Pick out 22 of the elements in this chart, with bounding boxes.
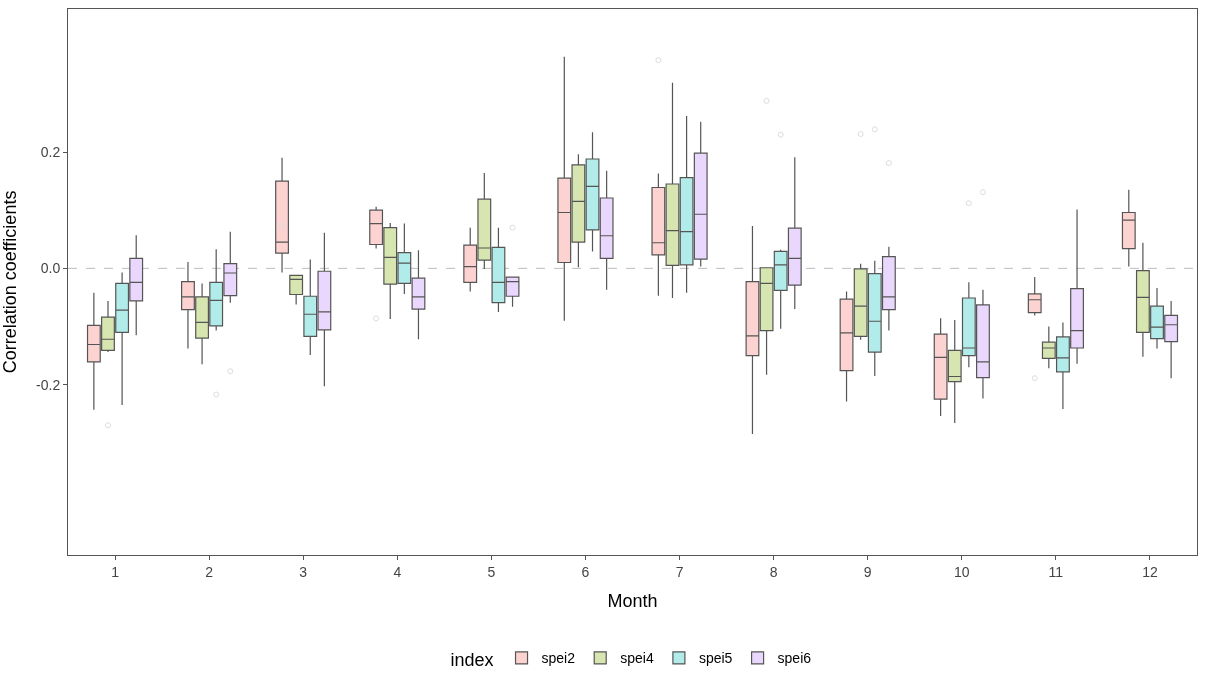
- x-tick-label: 6: [581, 563, 590, 580]
- legend-label: spei4: [620, 650, 654, 667]
- y-tick-label: 0.2: [40, 143, 61, 160]
- x-tick-label: 3: [299, 563, 308, 580]
- legend-label: spei6: [777, 650, 812, 667]
- y-tick-label: -0.2: [36, 376, 61, 393]
- x-tick-label: 9: [863, 563, 872, 580]
- x-tick-label: 10: [954, 563, 970, 580]
- legend-label: spei5: [698, 650, 733, 667]
- x-axis-title: Month: [607, 590, 658, 611]
- x-tick-label: 5: [487, 563, 496, 580]
- x-tick-label: 1: [111, 563, 120, 580]
- y-axis-title: Correlation coefficients: [0, 190, 20, 374]
- x-tick-label: 11: [1048, 563, 1064, 580]
- x-tick-label: 8: [769, 563, 778, 580]
- y-tick-label: 0.0: [40, 260, 61, 277]
- x-tick-label: 7: [675, 563, 684, 580]
- x-tick-label: 12: [1142, 563, 1158, 580]
- x-tick-label: 2: [205, 563, 214, 580]
- x-tick-label: 4: [393, 563, 402, 580]
- legend-label: spei2: [541, 650, 576, 667]
- legend-title: index: [450, 649, 494, 670]
